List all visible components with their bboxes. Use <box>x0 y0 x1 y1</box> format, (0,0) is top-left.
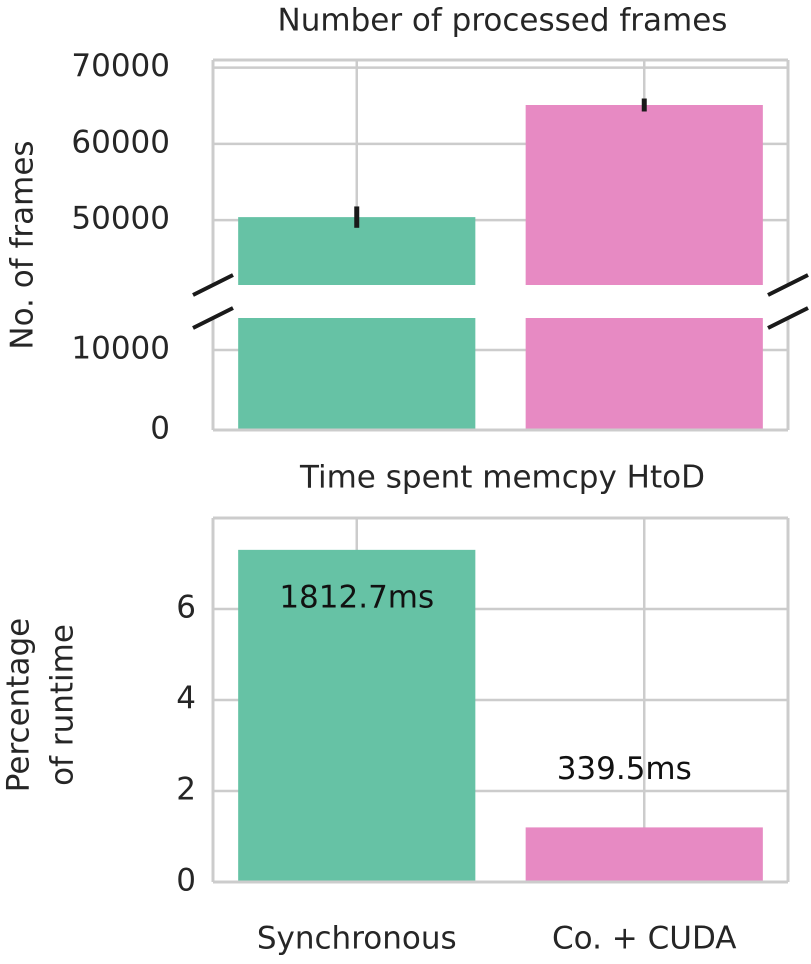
chart-title: Time spent memcpy HtoD <box>299 460 705 496</box>
x-tick-label: Synchronous <box>257 921 457 957</box>
x-tick-label: Co. + CUDA <box>552 921 736 957</box>
y-tick-label: 10000 <box>71 331 170 367</box>
bar-annotation: 1812.7ms <box>279 579 434 615</box>
y-tick-label: 60000 <box>71 124 170 160</box>
y-axis-label: No. of frames <box>5 140 41 349</box>
bar <box>525 318 763 430</box>
axis-break <box>767 273 809 297</box>
bar-annotation: 339.5ms <box>557 751 692 787</box>
y-tick-label: 6 <box>176 590 196 626</box>
axis-break <box>192 306 234 330</box>
y-tick-label: 4 <box>176 681 196 717</box>
bar <box>525 105 763 285</box>
y-axis-label: Percentage <box>1 618 37 792</box>
axis-break <box>767 306 809 330</box>
chart-title: Number of processed frames <box>278 3 728 39</box>
bar <box>238 318 476 430</box>
y-tick-label: 50000 <box>71 201 170 237</box>
y-axis-label: of runtime <box>45 624 81 786</box>
axis-break <box>192 273 234 297</box>
bar <box>238 549 476 882</box>
bar <box>238 217 476 285</box>
y-tick-label: 0 <box>150 411 170 447</box>
y-tick-label: 0 <box>176 863 196 899</box>
y-tick-label: 70000 <box>71 48 170 84</box>
y-tick-label: 2 <box>176 772 196 808</box>
bar <box>525 827 763 882</box>
